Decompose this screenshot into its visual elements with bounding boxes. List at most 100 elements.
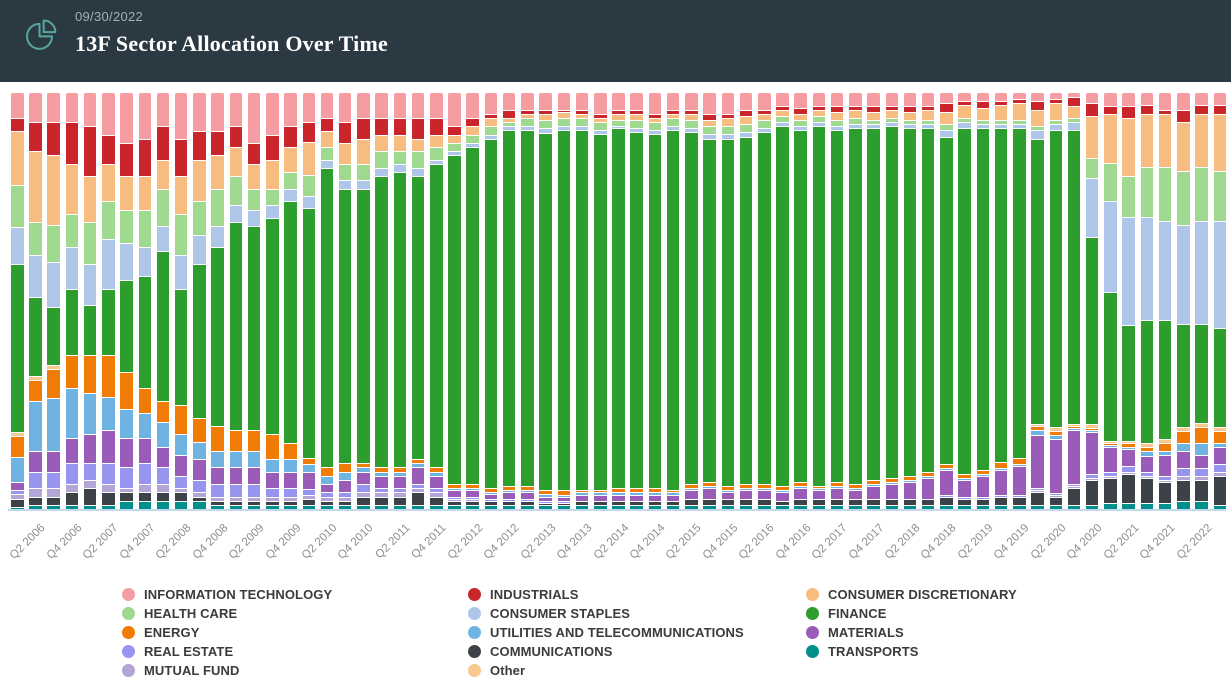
segment-finance[interactable]	[29, 296, 42, 376]
segment-consumer_discretionary[interactable]	[921, 109, 935, 120]
segment-real_estate[interactable]	[357, 484, 370, 493]
legend-item-real-estate[interactable]: REAL ESTATE	[122, 642, 332, 661]
segment-utilities[interactable]	[320, 475, 334, 485]
segment-consumer_discretionary[interactable]	[1140, 113, 1154, 168]
segment-communications[interactable]	[302, 498, 315, 505]
segment-health_care[interactable]	[338, 163, 352, 181]
segment-energy[interactable]	[958, 474, 971, 479]
segment-real_estate[interactable]	[1049, 492, 1063, 495]
segment-finance[interactable]	[1085, 236, 1099, 424]
bar-q4-2006[interactable]	[65, 93, 79, 509]
segment-communications[interactable]	[830, 498, 844, 505]
segment-utilities[interactable]	[47, 397, 60, 452]
bar-q4-2011[interactable]	[430, 93, 443, 509]
segment-mutual_fund[interactable]	[211, 496, 224, 501]
segment-real_estate[interactable]	[120, 467, 133, 489]
bar-q1-2020[interactable]	[1031, 93, 1044, 509]
segment-finance[interactable]	[557, 130, 571, 491]
segment-materials[interactable]	[338, 479, 352, 493]
segment-real_estate[interactable]	[102, 463, 115, 485]
bar-q1-2011[interactable]	[375, 93, 388, 509]
segment-energy[interactable]	[739, 484, 753, 489]
segment-finance[interactable]	[575, 130, 589, 491]
segment-transports[interactable]	[721, 504, 735, 509]
segment-materials[interactable]	[666, 494, 680, 501]
segment-utilities[interactable]	[284, 459, 297, 472]
segment-consumer_staples[interactable]	[502, 126, 516, 131]
segment-finance[interactable]	[940, 136, 953, 464]
bar-q2-2020[interactable]	[1049, 93, 1063, 509]
segment-consumer_discretionary[interactable]	[521, 113, 534, 118]
segment-consumer_discretionary[interactable]	[1067, 105, 1081, 118]
segment-transports[interactable]	[521, 504, 534, 509]
segment-communications[interactable]	[11, 498, 24, 507]
segment-information_technology[interactable]	[320, 93, 334, 119]
segment-industrials[interactable]	[739, 109, 753, 116]
segment-transports[interactable]	[338, 504, 352, 509]
segment-finance[interactable]	[666, 130, 680, 491]
segment-information_technology[interactable]	[976, 93, 990, 102]
segment-mutual_fund[interactable]	[1085, 477, 1099, 480]
segment-information_technology[interactable]	[65, 93, 79, 123]
segment-finance[interactable]	[812, 126, 826, 487]
segment-communications[interactable]	[338, 500, 352, 505]
segment-industrials[interactable]	[630, 109, 643, 114]
segment-consumer_discretionary[interactable]	[1213, 113, 1226, 172]
segment-finance[interactable]	[247, 226, 261, 431]
segment-communications[interactable]	[47, 496, 60, 505]
segment-finance[interactable]	[1104, 291, 1117, 441]
segment-health_care[interactable]	[247, 188, 261, 210]
segment-energy[interactable]	[758, 484, 771, 489]
segment-communications[interactable]	[703, 498, 716, 505]
bar-q3-2011[interactable]	[411, 93, 425, 509]
segment-mutual_fund[interactable]	[174, 488, 188, 493]
bar-q4-2015[interactable]	[721, 93, 735, 509]
segment-information_technology[interactable]	[138, 93, 152, 139]
segment-communications[interactable]	[1031, 492, 1044, 505]
segment-energy[interactable]	[11, 435, 24, 457]
segment-real_estate[interactable]	[338, 492, 352, 497]
segment-finance[interactable]	[484, 138, 498, 489]
segment-consumer_staples[interactable]	[120, 242, 133, 281]
segment-utilities[interactable]	[867, 484, 880, 487]
segment-materials[interactable]	[247, 467, 261, 485]
segment-industrials[interactable]	[885, 105, 899, 110]
segment-finance[interactable]	[648, 134, 662, 489]
segment-consumer_staples[interactable]	[466, 142, 479, 148]
segment-information_technology[interactable]	[156, 93, 170, 127]
segment-finance[interactable]	[229, 222, 243, 431]
segment-information_technology[interactable]	[721, 93, 735, 114]
segment-communications[interactable]	[557, 502, 571, 505]
segment-materials[interactable]	[83, 434, 97, 464]
segment-communications[interactable]	[739, 498, 753, 505]
segment-health_care[interactable]	[612, 119, 625, 127]
legend-item-utilities-and-telecommunications[interactable]: UTILITIES AND TELECOMMUNICATIONS	[468, 623, 744, 642]
segment-mutual_fund[interactable]	[411, 488, 425, 493]
segment-utilities[interactable]	[557, 494, 571, 497]
segment-consumer_staples[interactable]	[1158, 220, 1172, 320]
segment-communications[interactable]	[575, 500, 589, 505]
segment-information_technology[interactable]	[1158, 93, 1172, 110]
segment-communications[interactable]	[721, 498, 735, 505]
segment-finance[interactable]	[193, 263, 206, 418]
segment-industrials[interactable]	[1067, 97, 1081, 106]
segment-energy[interactable]	[120, 371, 133, 410]
segment-materials[interactable]	[1049, 439, 1063, 493]
segment-consumer_discretionary[interactable]	[430, 134, 443, 148]
segment-real_estate[interactable]	[47, 471, 60, 489]
segment-real_estate[interactable]	[430, 488, 443, 493]
segment-mutual_fund[interactable]	[1177, 476, 1190, 481]
segment-health_care[interactable]	[193, 201, 206, 235]
legend-item-consumer-staples[interactable]: CONSUMER STAPLES	[468, 604, 744, 623]
segment-utilities[interactable]	[411, 463, 425, 468]
segment-energy[interactable]	[29, 380, 42, 401]
segment-health_care[interactable]	[47, 224, 60, 262]
segment-other[interactable]	[29, 375, 42, 381]
segment-information_technology[interactable]	[357, 93, 370, 119]
segment-consumer_discretionary[interactable]	[885, 109, 899, 118]
segment-industrials[interactable]	[994, 101, 1008, 106]
segment-transports[interactable]	[867, 504, 880, 509]
segment-health_care[interactable]	[411, 151, 425, 168]
segment-mutual_fund[interactable]	[156, 484, 170, 493]
segment-consumer_staples[interactable]	[1013, 123, 1026, 129]
